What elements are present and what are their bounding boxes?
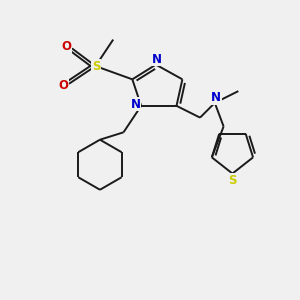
Text: N: N	[211, 91, 221, 104]
Text: O: O	[62, 40, 72, 53]
Text: S: S	[228, 173, 237, 187]
Text: S: S	[92, 60, 100, 73]
Text: N: N	[152, 53, 162, 66]
Text: N: N	[131, 98, 141, 111]
Text: O: O	[59, 79, 69, 92]
